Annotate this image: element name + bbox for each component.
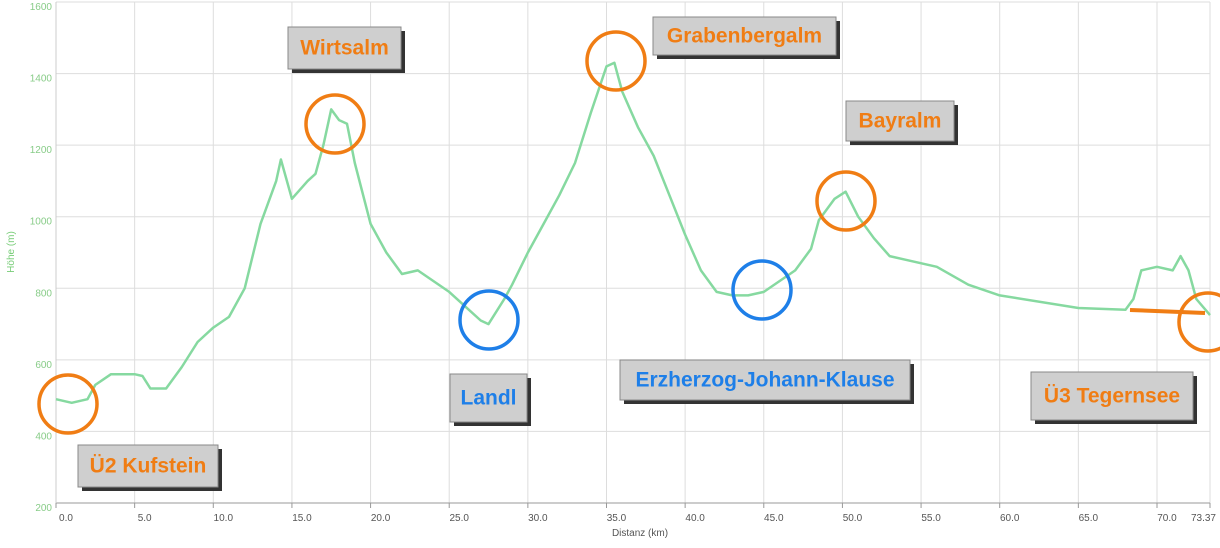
marker-circle [37,373,99,435]
y-axis-title: Höhe (m) [6,231,17,273]
x-tick-label: 0.0 [59,513,73,524]
x-tick-label: 40.0 [685,513,705,524]
x-tick-label: 50.0 [843,513,863,524]
annotation: Wirtsalm [287,26,405,73]
x-tick-label: 60.0 [1000,513,1020,524]
annotation-label: Grabenbergalm [667,25,822,48]
x-tick-label: 35.0 [607,513,627,524]
highlight-line [1129,308,1206,315]
annotation-label: Bayralm [859,110,942,133]
annotation: Ü3 Tegernsee [1030,371,1197,424]
annotation-label: Landl [461,387,517,410]
annotation-box [77,444,219,488]
x-tick-label: 65.0 [1079,513,1099,524]
annotation: Ü2 Kufstein [77,444,222,491]
y-tick-label: 1400 [30,74,53,85]
y-tick-label: 400 [35,431,52,442]
x-tick-label: 20.0 [371,513,391,524]
annotation-box [619,359,911,401]
y-tick-label: 800 [35,288,52,299]
annotation: Landl [449,373,531,426]
annotation: Erzherzog-Johann-Klause [619,359,914,404]
marker-circle [585,30,647,92]
x-tick-label: 5.0 [138,513,152,524]
x-tick-label: 73.37 [1191,513,1216,524]
y-tick-label: 600 [35,360,52,371]
marker-circle [815,170,877,232]
x-tick-label: 45.0 [764,513,784,524]
annotation-label: Erzherzog-Johann-Klause [635,369,894,392]
x-tick-label: 10.0 [214,513,234,524]
annotation: Bayralm [845,100,958,145]
annotation: Grabenbergalm [652,16,840,59]
x-tick-label: 55.0 [921,513,941,524]
marker-circle [458,289,520,351]
x-tick-label: 25.0 [449,513,469,524]
y-tick-label: 200 [35,503,52,514]
x-axis-title: Distanz (km) [612,528,668,539]
marker-circle [1177,291,1220,353]
marker-circle [731,259,793,321]
annotation-box [287,26,402,70]
annotation-label: Wirtsalm [300,37,389,60]
annotation-box [1030,371,1194,421]
y-tick-label: 1600 [30,2,53,13]
y-tick-label: 1200 [30,145,53,156]
annotation-box [652,16,837,56]
y-tick-label: 1000 [30,217,53,228]
x-tick-label: 15.0 [292,513,312,524]
marker-circle [304,93,366,155]
x-tick-label: 30.0 [528,513,548,524]
annotation-box [845,100,955,142]
annotation-box [449,373,528,423]
annotation-label: Ü2 Kufstein [90,455,207,478]
x-tick-label: 70.0 [1157,513,1177,524]
annotation-label: Ü3 Tegernsee [1044,385,1180,408]
elevation-line [55,61,1211,405]
